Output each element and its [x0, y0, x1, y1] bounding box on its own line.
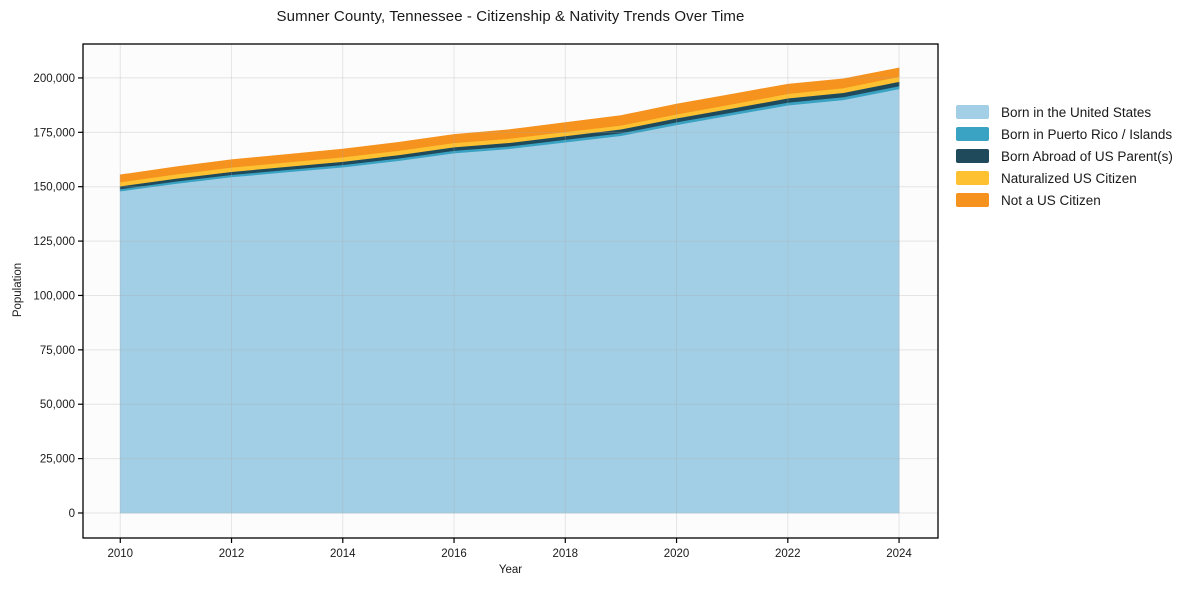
legend-label: Not a US Citizen: [1001, 192, 1101, 208]
x-tick-label: 2024: [886, 548, 912, 560]
y-tick-label: 200,000: [33, 73, 75, 85]
chart-title: Sumner County, Tennessee - Citizenship &…: [276, 8, 745, 25]
y-tick-label: 50,000: [40, 399, 75, 411]
legend-item: Born in Puerto Rico / Islands: [956, 126, 1173, 142]
legend-swatch-icon: [956, 193, 989, 207]
legend-item: Born Abroad of US Parent(s): [956, 148, 1173, 164]
x-tick-label: 2020: [664, 548, 690, 560]
x-tick-label: 2016: [441, 548, 467, 560]
legend-item: Born in the United States: [956, 104, 1173, 120]
x-tick-label: 2012: [219, 548, 245, 560]
legend-item: Not a US Citizen: [956, 192, 1173, 208]
y-tick-label: 125,000: [33, 236, 75, 248]
x-axis-label: Year: [498, 564, 523, 576]
legend-swatch-icon: [956, 105, 989, 119]
x-tick-label: 2010: [107, 548, 133, 560]
y-tick-label: 75,000: [40, 345, 75, 357]
area-series-4: [119, 67, 900, 183]
legend-label: Born in Puerto Rico / Islands: [1001, 126, 1173, 142]
y-tick-label: 100,000: [33, 290, 75, 302]
y-tick-label: 25,000: [40, 454, 75, 466]
x-tick-label: 2018: [552, 548, 578, 560]
legend-label: Born in the United States: [1001, 104, 1152, 120]
y-tick-label: 175,000: [33, 127, 75, 139]
legend-item: Naturalized US Citizen: [956, 170, 1173, 186]
x-tick-label: 2022: [775, 548, 801, 560]
legend-swatch-icon: [956, 171, 989, 185]
legend: Born in the United States Born in Puerto…: [956, 104, 1173, 208]
legend-label: Naturalized US Citizen: [1001, 170, 1137, 186]
legend-swatch-icon: [956, 149, 989, 163]
legend-swatch-icon: [956, 127, 989, 141]
y-axis-label: Population: [12, 262, 24, 318]
y-tick-label: 150,000: [33, 182, 75, 194]
plot-border: [82, 43, 939, 539]
x-tick-label: 2014: [330, 548, 356, 560]
y-tick-label: 0: [69, 508, 75, 520]
legend-label: Born Abroad of US Parent(s): [1001, 148, 1173, 164]
